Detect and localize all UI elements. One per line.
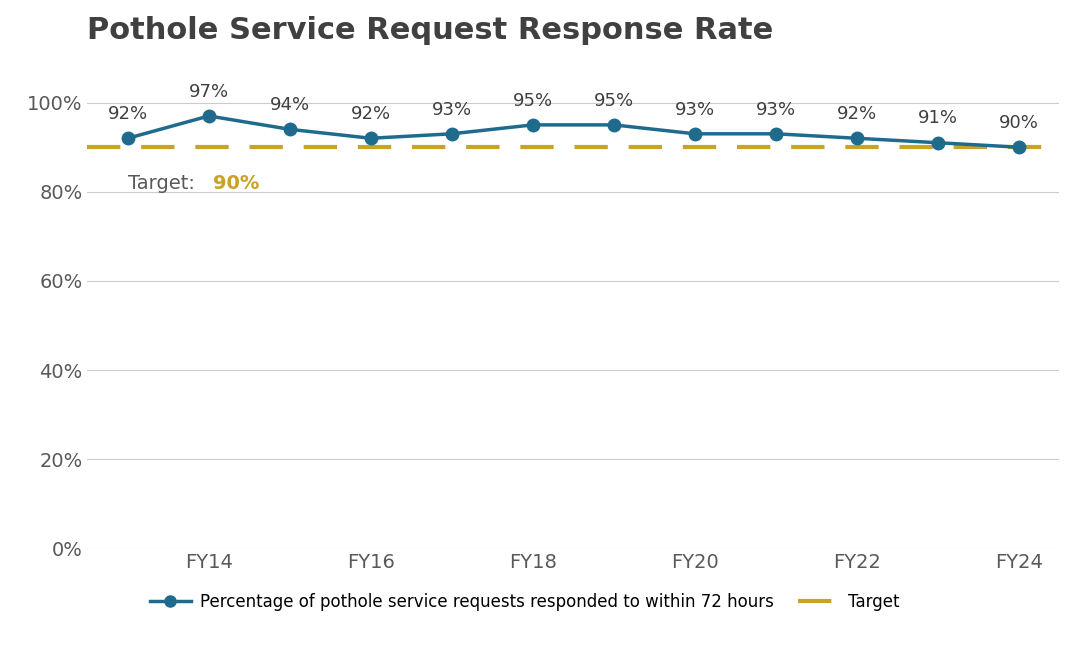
Text: 92%: 92% bbox=[351, 105, 391, 123]
Text: 93%: 93% bbox=[675, 100, 715, 118]
Text: 94%: 94% bbox=[270, 96, 310, 114]
Legend: Percentage of pothole service requests responded to within 72 hours, Target: Percentage of pothole service requests r… bbox=[143, 586, 906, 617]
Text: 97%: 97% bbox=[189, 83, 229, 100]
Text: 95%: 95% bbox=[594, 92, 633, 110]
Text: 90%: 90% bbox=[213, 174, 259, 193]
Text: 93%: 93% bbox=[756, 100, 796, 118]
Text: 92%: 92% bbox=[836, 105, 877, 123]
Text: 90%: 90% bbox=[999, 114, 1038, 132]
Text: 95%: 95% bbox=[513, 92, 553, 110]
Text: 93%: 93% bbox=[431, 100, 472, 118]
Text: Pothole Service Request Response Rate: Pothole Service Request Response Rate bbox=[87, 16, 773, 45]
Text: 91%: 91% bbox=[917, 110, 958, 127]
Text: Target:: Target: bbox=[128, 174, 201, 193]
Text: 92%: 92% bbox=[108, 105, 147, 123]
